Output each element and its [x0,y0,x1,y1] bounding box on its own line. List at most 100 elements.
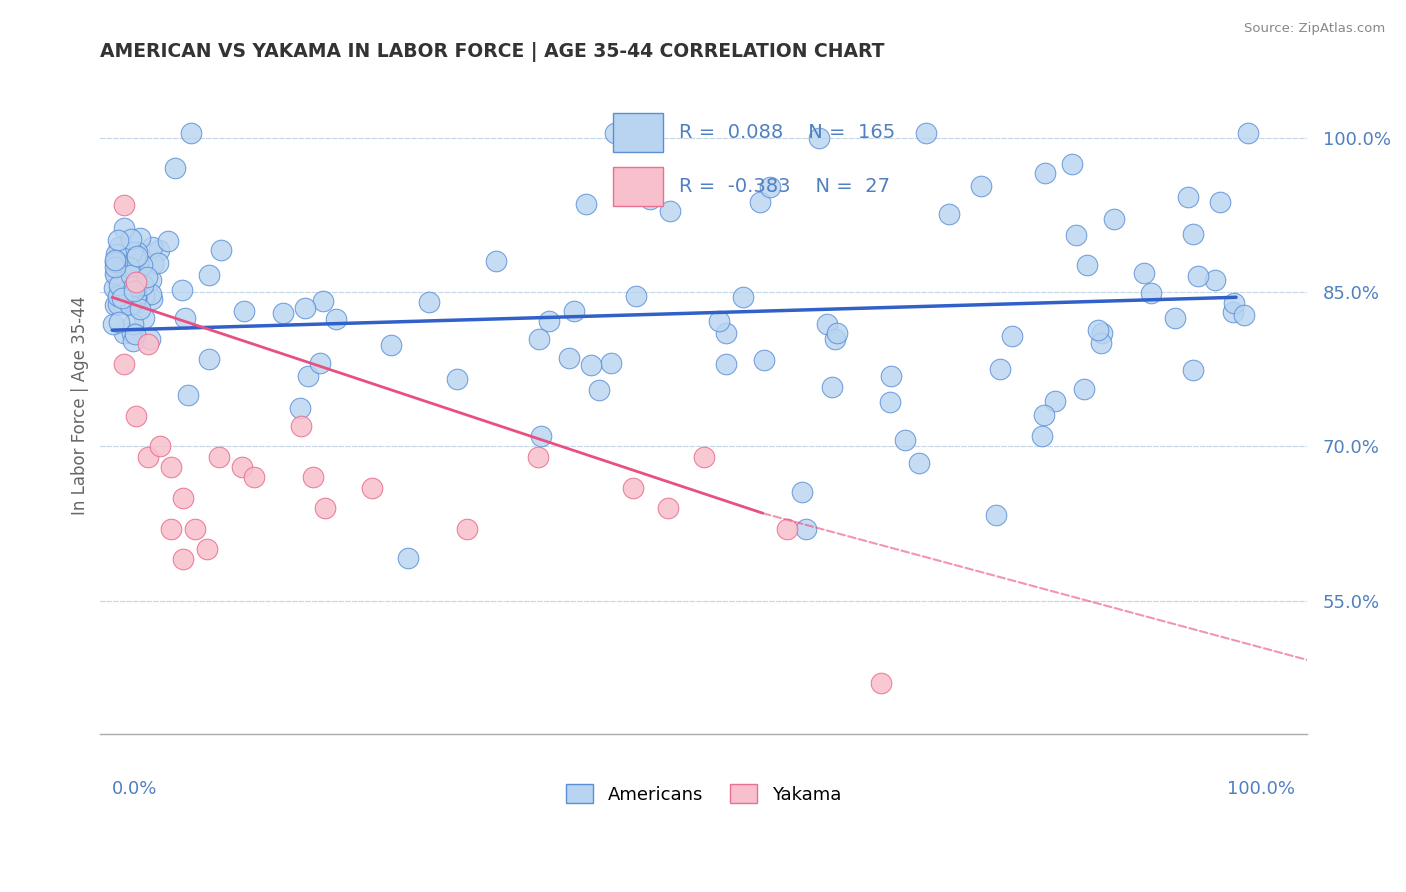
Point [127,249,149,263]
Point [117,264,139,278]
Point [165,161,187,175]
Point [208,450,231,464]
Point [121,258,143,272]
Point [121,245,143,260]
Point [139,332,162,346]
Point [1031,429,1053,443]
Point [127,245,149,260]
Point [107,297,129,311]
Point [115,266,138,280]
Point [180,126,202,140]
Point [530,429,553,443]
Point [103,281,125,295]
Point [775,522,797,536]
Point [103,268,125,282]
Point [821,380,844,394]
Point [731,290,754,304]
Point [124,250,146,264]
Point [107,315,129,329]
Point [815,317,838,331]
Point [112,357,135,371]
Point [121,334,143,348]
Point [108,240,131,254]
Point [1223,296,1246,310]
Point [638,192,661,206]
Point [446,372,468,386]
Point [120,232,142,246]
Point [879,394,901,409]
Point [825,326,848,340]
Point [118,275,141,289]
Point [172,552,194,566]
Point [914,126,936,140]
Point [104,255,127,269]
Point [603,126,626,140]
Point [110,288,132,302]
Point [141,287,163,301]
Point [1163,310,1185,325]
Point [707,314,730,328]
Point [1177,190,1199,204]
Point [125,292,148,306]
Point [485,254,508,268]
Point [125,296,148,310]
Point [1181,362,1204,376]
Point [209,244,232,258]
Point [361,481,384,495]
Point [1087,322,1109,336]
Point [970,178,993,193]
Point [879,368,901,383]
Point [184,522,207,536]
Point [752,353,775,368]
Point [908,456,931,470]
Point [104,260,127,274]
Point [128,301,150,316]
Point [139,273,162,287]
Point [824,332,846,346]
Point [107,233,129,247]
Point [160,522,183,536]
Point [142,257,165,271]
Point [1033,408,1056,422]
Point [562,304,585,318]
Point [1060,157,1083,171]
Point [111,252,134,267]
Point [177,387,200,401]
Point [325,312,347,326]
Point [174,310,197,325]
Point [312,294,335,309]
Point [121,250,143,264]
Point [125,275,148,289]
Point [288,401,311,415]
Point [122,284,145,298]
Point [121,296,143,310]
Point [1091,326,1114,340]
Point [172,491,194,505]
Point [170,283,193,297]
Point [714,357,737,371]
Text: 100.0%: 100.0% [1227,780,1295,798]
Point [135,269,157,284]
Point [111,295,134,310]
Point [749,195,772,210]
Point [112,221,135,235]
Point [120,268,142,282]
Point [136,450,159,464]
Point [108,279,131,293]
Point [621,481,644,495]
Point [1140,286,1163,301]
Text: AMERICAN VS YAKAMA IN LABOR FORCE | AGE 35-44 CORRELATION CHART: AMERICAN VS YAKAMA IN LABOR FORCE | AGE … [100,42,884,62]
Point [104,255,127,269]
Point [938,207,960,221]
Point [129,231,152,245]
Point [759,180,782,194]
Point [125,287,148,301]
Point [125,409,148,423]
Text: Source: ZipAtlas.com: Source: ZipAtlas.com [1244,22,1385,36]
Point [141,240,163,254]
Point [1209,194,1232,209]
Legend: Americans, Yakama: Americans, Yakama [560,777,848,811]
Point [396,550,419,565]
Point [160,459,183,474]
Point [1090,336,1112,351]
